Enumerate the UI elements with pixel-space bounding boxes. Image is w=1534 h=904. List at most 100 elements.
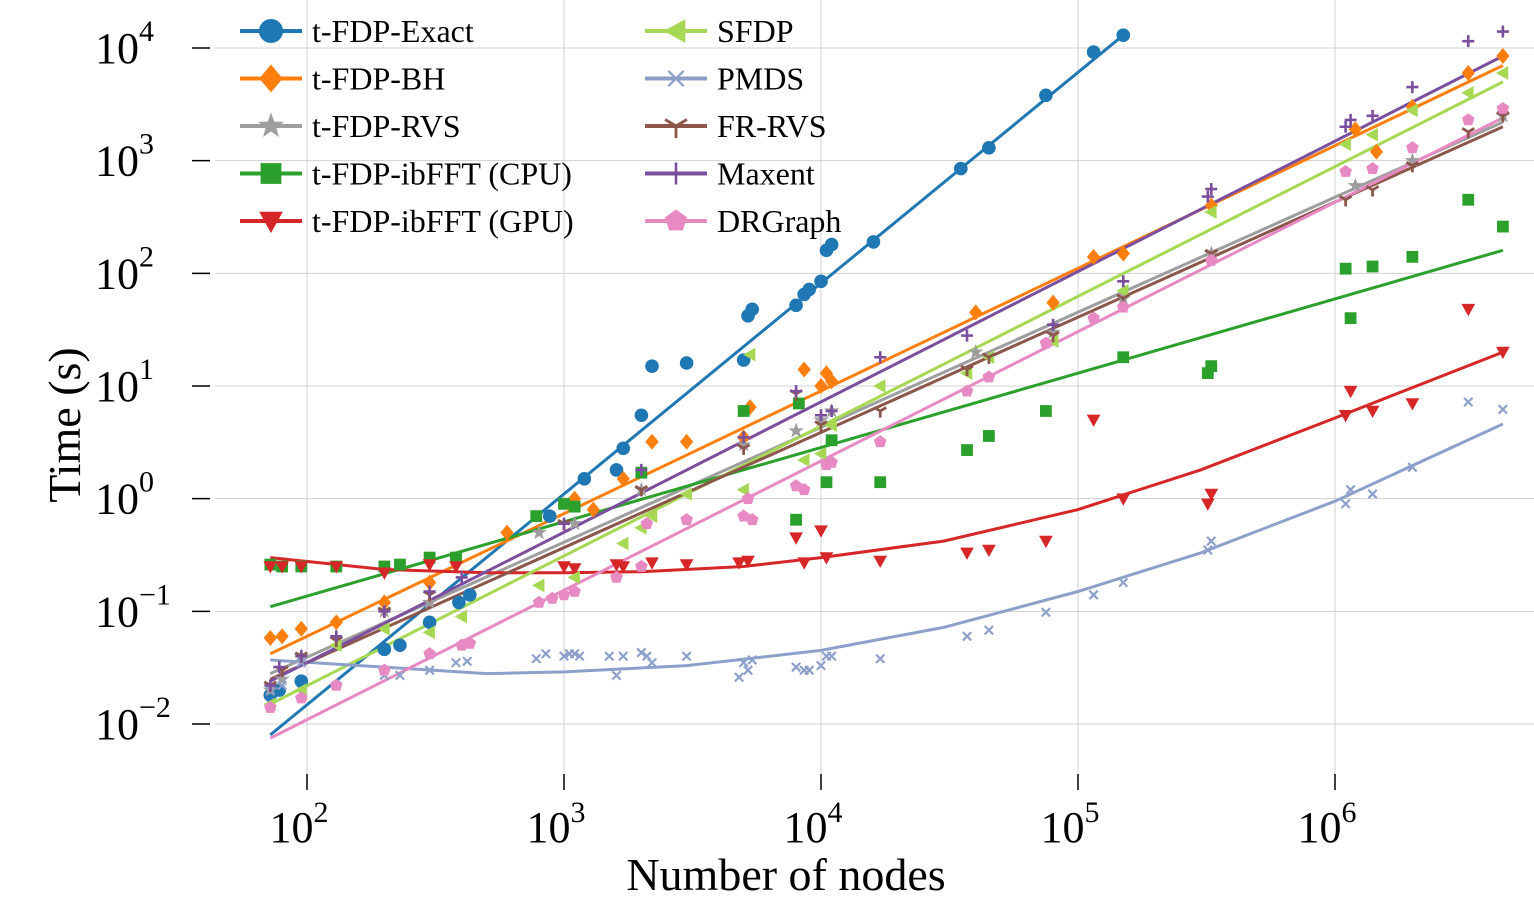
t-fdp-exact-point <box>616 441 631 456</box>
t-fdp-rvs-point <box>421 594 438 610</box>
t-fdp-ibfft-cpu-point <box>792 397 805 410</box>
maxent-point <box>1344 113 1357 126</box>
legend-item-t-fdp-rvs: t-FDP-RVS <box>240 108 461 144</box>
pmds-point <box>647 657 657 668</box>
t-fdp-rvs-fit-line <box>269 120 1504 675</box>
t-fdp-ibfft-gpu-point <box>377 567 392 580</box>
legend-item-fr-rvs: FR-RVS <box>645 108 826 144</box>
drgraph-point <box>463 636 477 649</box>
legend-item-t-fdp-ibfft-cpu: t-FDP-ibFFT (CPU) <box>240 156 572 192</box>
t-fdp-bh-point <box>500 524 514 541</box>
drgraph-point <box>745 513 759 526</box>
t-fdp-ibfft-gpu-point <box>982 544 996 558</box>
t-fdp-ibfft-gpu-point <box>679 559 694 572</box>
maxent-point <box>423 585 436 598</box>
fr-rvs-point <box>1338 194 1353 207</box>
legend-marker <box>258 18 284 44</box>
t-fdp-exact-point <box>634 408 649 423</box>
t-fdp-bh-point <box>1116 245 1130 262</box>
pmds-point <box>804 665 815 676</box>
t-fdp-ibfft-cpu-point <box>530 510 543 523</box>
t-fdp-bh-fit-line <box>269 64 1504 656</box>
t-fdp-bh-point <box>679 433 694 450</box>
drgraph-point <box>1462 113 1475 126</box>
pmds-point <box>1118 577 1129 588</box>
legend: t-FDP-Exact t-FDP-BH t-FDP-RVS t-FDP-ibFFT … <box>240 13 841 239</box>
fr-rvs-point <box>736 443 751 455</box>
y-tick-label: 102 <box>95 240 154 298</box>
sfdp-point <box>1204 205 1217 219</box>
legend-marker <box>667 70 685 87</box>
sfdp-point <box>736 482 749 497</box>
drgraph-point <box>1366 161 1379 174</box>
legend-label: PMDS <box>717 61 804 97</box>
maxent-point <box>1366 109 1379 122</box>
x-tick-label: 104 <box>784 796 843 852</box>
t-fdp-bh-point <box>1461 65 1475 81</box>
maxent-point <box>1462 35 1475 48</box>
sfdp-point <box>679 487 692 501</box>
fr-rvs-point <box>960 364 974 377</box>
pmds-point <box>962 631 973 642</box>
t-fdp-ibfft-gpu-point <box>873 555 888 569</box>
data-points <box>262 25 1511 713</box>
t-fdp-ibfft-gpu-point <box>567 563 582 576</box>
t-fdp-rvs-point <box>1347 177 1364 193</box>
maxent-point <box>825 404 838 417</box>
y-tick-label: 101 <box>95 353 154 411</box>
drgraph-point <box>423 647 436 660</box>
fr-rvs-point <box>1365 185 1380 197</box>
t-fdp-ibfft-gpu-point <box>1116 493 1131 506</box>
drgraph-point <box>532 595 546 608</box>
t-fdp-rvs-point <box>968 344 984 359</box>
t-fdp-bh-point <box>275 628 289 645</box>
t-fdp-exact-point <box>789 298 803 313</box>
pmds-point <box>734 672 745 683</box>
t-fdp-exact-point <box>814 274 828 289</box>
t-fdp-exact-point <box>866 235 881 249</box>
y-tick-label: 10−2 <box>95 691 171 749</box>
drgraph-point <box>635 559 648 572</box>
maxent-point <box>1496 25 1509 38</box>
maxent-point <box>1406 81 1419 94</box>
legend-item-t-fdp-exact: t-FDP-Exact <box>240 13 474 49</box>
t-fdp-bh-point <box>797 361 811 378</box>
drgraph-point <box>680 513 693 526</box>
t-fdp-ibfft-cpu-point <box>790 513 802 526</box>
t-fdp-ibfft-gpu-point <box>1461 303 1476 317</box>
t-fdp-exact-point <box>463 588 477 602</box>
t-fdp-ibfft-gpu-point <box>294 561 309 574</box>
fr-rvs-point <box>1496 111 1510 123</box>
t-fdp-bh-point <box>1086 248 1101 265</box>
x-axis: 102 103 104 105 106 <box>270 774 1357 852</box>
maxent-point <box>455 571 468 584</box>
t-fdp-exact-point <box>542 509 557 523</box>
pmds-point <box>1497 404 1508 415</box>
t-fdp-bh-point <box>616 470 630 487</box>
t-fdp-ibfft-gpu-point <box>263 561 278 574</box>
t-fdp-rvs-point <box>788 422 804 438</box>
maxent-point <box>1047 318 1060 331</box>
drgraph-point <box>1496 101 1510 114</box>
t-fdp-rvs-point <box>531 524 547 540</box>
t-fdp-ibfft-gpu-point <box>329 561 344 574</box>
t-fdp-exact-point <box>452 595 466 610</box>
t-fdp-exact-point <box>1086 45 1101 59</box>
legend-marker <box>664 118 688 139</box>
pmds-point <box>875 653 886 664</box>
pmds-point <box>611 670 622 681</box>
legend-item-t-fdp-ibfft-gpu: t-FDP-ibFFT (GPU) <box>240 203 574 239</box>
legend-label: t-FDP-Exact <box>312 13 474 49</box>
t-fdp-ibfft-gpu-point <box>1086 414 1101 427</box>
t-fdp-ibfft-cpu-point <box>961 444 973 456</box>
fr-rvs-point <box>1046 330 1060 343</box>
t-fdp-ibfft-gpu-point <box>616 561 631 574</box>
legend-label: t-FDP-ibFFT (GPU) <box>312 203 574 239</box>
t-fdp-ibfft-gpu-point <box>449 561 463 574</box>
sfdp-fit-line <box>269 80 1504 706</box>
maxent-point <box>273 661 286 674</box>
legend-item-t-fdp-bh: t-FDP-BH <box>240 61 445 97</box>
t-fdp-exact-point <box>393 638 407 653</box>
pmds-point <box>462 656 473 667</box>
